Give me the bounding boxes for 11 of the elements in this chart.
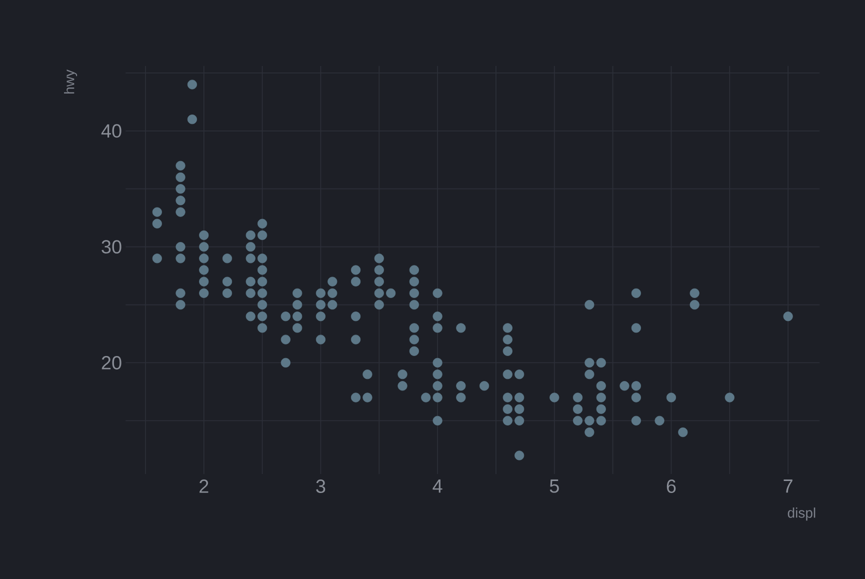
x-tick-label: 5 — [550, 480, 559, 493]
x-tick-label: 6 — [666, 480, 676, 493]
x-tick-label: 4 — [432, 480, 442, 493]
x-axis-title: displ — [788, 508, 816, 521]
y-axis-title: hwy — [64, 70, 78, 94]
y-tick-label: 20 — [102, 356, 122, 370]
y-tick-label: 40 — [101, 124, 122, 138]
y-tick-label: 30 — [102, 240, 122, 254]
x-tick-label: 7 — [784, 480, 792, 493]
x-tick-label: 3 — [316, 480, 326, 493]
x-tick-label: 2 — [200, 480, 208, 493]
